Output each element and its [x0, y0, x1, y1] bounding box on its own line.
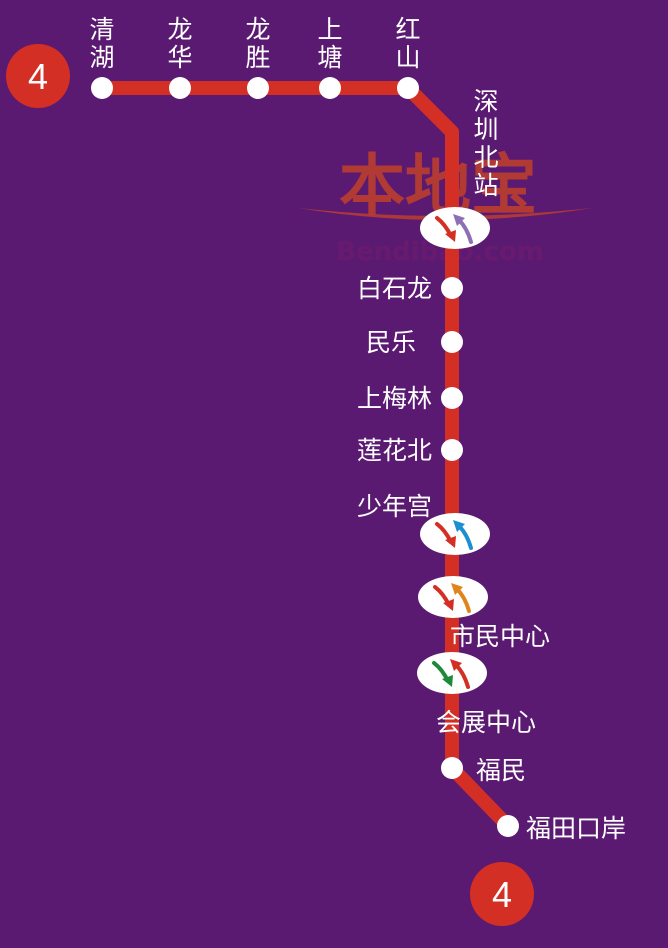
station-7[interactable]: 白石龙 — [357, 274, 463, 303]
station-label-char: 龙 — [167, 15, 192, 44]
station-1[interactable]: 清湖 — [89, 15, 115, 99]
station-dot — [441, 439, 463, 461]
interchange-marker — [418, 576, 488, 618]
transfer-arrowhead-up-icon — [453, 214, 465, 226]
station-label-char: 塘 — [317, 43, 342, 72]
line-badge-start-number: 4 — [28, 56, 48, 97]
transfer-arrowhead-up-icon — [453, 520, 465, 532]
station-3[interactable]: 龙胜 — [245, 15, 271, 99]
stations-layer: 清湖龙华龙胜上塘红山深圳北站白石龙民乐上梅林莲花北少年宫市民中心会展中心福民福田… — [89, 15, 626, 843]
station-label: 市民中心 — [450, 622, 550, 651]
station-label: 福民 — [476, 756, 526, 785]
station-4[interactable]: 上塘 — [317, 15, 343, 99]
line-track — [95, 81, 515, 833]
station-label: 龙华 — [167, 15, 192, 72]
station-dot — [441, 277, 463, 299]
station-label: 上梅林 — [357, 384, 432, 413]
station-dot — [441, 757, 463, 779]
station-dot — [169, 77, 191, 99]
transfer-arrowhead-down-icon — [442, 675, 453, 687]
transfer-arrowhead-down-icon — [443, 599, 454, 611]
station-label: 上塘 — [317, 15, 342, 72]
line-badge-start: 4 — [6, 44, 70, 108]
station-label-char: 北 — [473, 143, 498, 172]
line-badge-start-circle — [6, 44, 70, 108]
station-label: 深圳北站 — [473, 87, 498, 200]
station-9[interactable]: 上梅林 — [357, 384, 463, 413]
station-dot — [441, 331, 463, 353]
station-label-char: 山 — [395, 43, 420, 72]
station-dot — [497, 815, 519, 837]
station-15[interactable]: 福田口岸 — [497, 814, 626, 843]
station-10[interactable]: 莲花北 — [357, 436, 463, 465]
station-label-char: 华 — [167, 43, 192, 72]
station-6[interactable]: 深圳北站 — [420, 87, 499, 249]
station-dot — [319, 77, 341, 99]
station-label: 红山 — [395, 15, 420, 72]
station-label: 白石龙 — [357, 274, 432, 303]
station-dot — [397, 77, 419, 99]
station-11[interactable]: 少年宫 — [357, 492, 490, 555]
transfer-arrowhead-down-icon — [445, 536, 456, 548]
station-label: 清湖 — [89, 15, 114, 72]
transfer-arrowhead-down-icon — [445, 230, 456, 242]
station-14[interactable]: 福民 — [441, 756, 526, 785]
station-label-char: 清 — [89, 15, 114, 44]
station-label: 福田口岸 — [526, 814, 626, 843]
station-label: 民乐 — [366, 328, 416, 357]
station-label: 会展中心 — [436, 708, 536, 737]
station-label: 少年宫 — [357, 492, 432, 521]
line-badge-end: 4 — [470, 862, 534, 926]
station-dot — [247, 77, 269, 99]
station-label-char: 龙 — [245, 15, 270, 44]
station-5[interactable]: 红山 — [395, 15, 421, 99]
line-badge-end-circle — [470, 862, 534, 926]
interchange-marker — [420, 207, 490, 249]
station-8[interactable]: 民乐 — [366, 328, 463, 357]
station-label-char: 上 — [317, 15, 342, 44]
station-12[interactable]: 市民中心 — [418, 576, 550, 651]
interchange-marker — [417, 652, 487, 694]
transfer-arrowhead-up-icon — [451, 583, 463, 595]
line-badge-end-number: 4 — [492, 874, 512, 915]
station-label-char: 站 — [473, 171, 498, 200]
station-label-char: 圳 — [473, 115, 498, 144]
station-label-char: 湖 — [89, 43, 114, 72]
station-label: 龙胜 — [245, 15, 270, 72]
station-2[interactable]: 龙华 — [167, 15, 193, 99]
station-dot — [441, 387, 463, 409]
station-label-char: 红 — [395, 15, 420, 44]
station-label-char: 胜 — [245, 43, 270, 72]
watermark-swoosh — [298, 208, 592, 220]
station-label: 莲花北 — [357, 436, 432, 465]
transfer-arrowhead-up-icon — [450, 659, 462, 671]
station-dot — [91, 77, 113, 99]
station-label-char: 深 — [473, 87, 498, 116]
station-13[interactable]: 会展中心 — [417, 652, 536, 737]
